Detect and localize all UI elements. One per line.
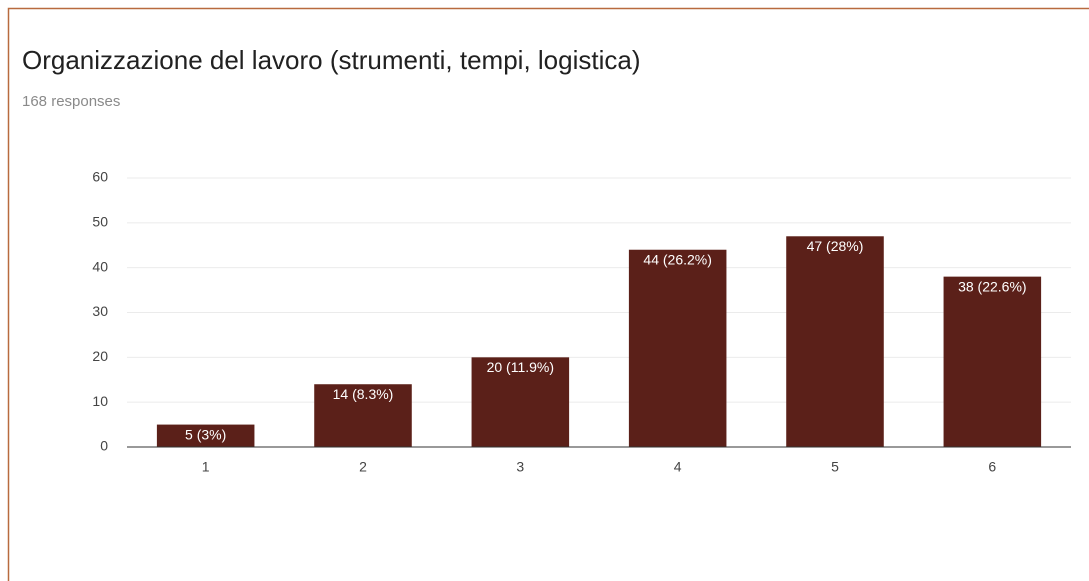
y-tick-label: 60 [92,169,108,185]
chart-title: Organizzazione del lavoro (strumenti, te… [22,45,640,75]
bar [314,384,412,447]
x-tick-label: 2 [359,459,367,475]
bar [471,357,570,447]
y-tick-label: 40 [92,258,108,274]
y-tick-label: 0 [100,438,108,454]
card-frame [7,7,1089,581]
bar [943,276,1042,447]
chart-subtitle: 168 responses [22,93,120,110]
x-tick-label: 3 [516,459,524,475]
y-tick-label: 30 [92,303,108,319]
value-label: 44 (26.2%) [643,251,711,267]
value-label: 5 (3%) [185,426,226,442]
value-label: 38 (22.6%) [958,278,1026,294]
y-tick-label: 20 [92,348,108,364]
bar [786,236,884,447]
bar [628,249,727,447]
bar [156,424,255,447]
x-tick-label: 1 [202,459,210,475]
x-tick-label: 4 [674,459,682,475]
value-label: 47 (28%) [807,238,864,254]
value-label: 20 (11.9%) [487,359,554,375]
y-tick-label: 10 [92,393,108,409]
x-tick-label: 5 [831,459,839,475]
y-tick-label: 50 [92,214,108,230]
value-label: 14 (8.3%) [333,386,394,402]
x-tick-label: 6 [988,459,996,475]
